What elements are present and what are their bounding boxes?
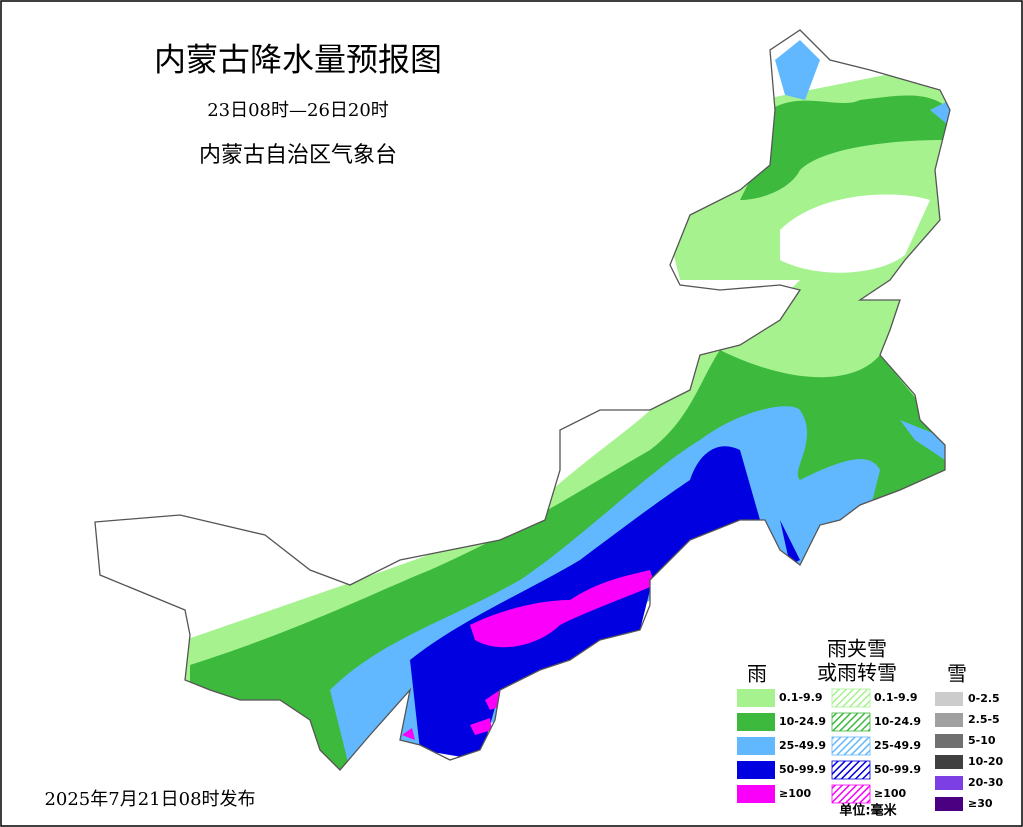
area-extreme xyxy=(402,570,655,740)
issue-time: 2025年7月21日08时发布 xyxy=(44,789,255,810)
legend-title: 雨夹雪 xyxy=(827,637,887,661)
legend-label: ≥100 xyxy=(779,787,812,800)
legend-swatch xyxy=(935,797,963,811)
legend-swatch xyxy=(737,737,775,755)
legend-unit: 单位:毫米 xyxy=(839,803,897,819)
legend-label: 25-49.9 xyxy=(874,739,921,752)
agency: 内蒙古自治区气象台 xyxy=(199,143,397,168)
legend-label: 0.1-9.9 xyxy=(874,691,918,704)
title: 内蒙古降水量预报图 xyxy=(154,41,442,79)
legend-swatch xyxy=(737,689,775,707)
area-heavy xyxy=(775,40,950,460)
legend-title: 雪 xyxy=(947,662,967,686)
legend-label: 10-24.9 xyxy=(874,715,921,728)
legend-swatch xyxy=(935,734,963,748)
legend-swatch xyxy=(831,760,871,780)
legend-swatch xyxy=(737,713,775,731)
legend-swatch xyxy=(831,688,871,708)
legend-swatch xyxy=(831,784,871,804)
legend-swatch xyxy=(737,785,775,803)
legend-label: 10-24.9 xyxy=(779,715,826,728)
legend-title: 雨 xyxy=(747,662,767,686)
period: 23日08时—26日20时 xyxy=(207,100,389,121)
legend-label: 10-20 xyxy=(968,755,1004,768)
legend-label: 50-99.9 xyxy=(874,763,921,776)
legend-swatch xyxy=(831,712,871,732)
legend-swatch xyxy=(935,755,963,769)
area-dry xyxy=(780,194,930,273)
legend-label: 0.1-9.9 xyxy=(779,691,823,704)
legend-label: ≥100 xyxy=(874,787,907,800)
legend-label: 2.5-5 xyxy=(968,713,1000,726)
legend-swatch xyxy=(935,776,963,790)
legend-label: 50-99.9 xyxy=(779,763,826,776)
legend-label: 25-49.9 xyxy=(779,739,826,752)
legend-swatch xyxy=(737,761,775,779)
legend-title: 或雨转雪 xyxy=(817,661,897,685)
legend: 雨 0.1-9.9 10-24.9 25-49.9 50-99.9 ≥100 雨夹雪或雨转雪… xyxy=(737,637,1004,819)
legend-label: 0-2.5 xyxy=(968,692,1000,705)
legend-label: 20-30 xyxy=(968,776,1004,789)
area-moderate xyxy=(740,95,950,200)
legend-label: ≥30 xyxy=(968,797,993,810)
legend-label: 5-10 xyxy=(968,734,996,747)
legend-swatch xyxy=(831,736,871,756)
legend-swatch xyxy=(935,692,963,706)
legend-swatch xyxy=(935,713,963,727)
